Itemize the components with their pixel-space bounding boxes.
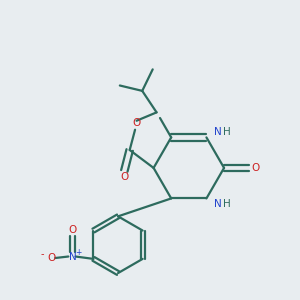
- Text: -: -: [41, 249, 44, 260]
- Text: H: H: [223, 199, 231, 209]
- Text: O: O: [68, 225, 77, 235]
- Text: N: N: [214, 199, 222, 209]
- Text: +: +: [75, 248, 82, 257]
- Text: O: O: [120, 172, 128, 182]
- Text: N: N: [69, 251, 76, 262]
- Text: O: O: [132, 118, 141, 128]
- Text: O: O: [47, 253, 55, 263]
- Text: N: N: [214, 127, 222, 137]
- Text: H: H: [223, 127, 231, 137]
- Text: O: O: [251, 163, 259, 173]
